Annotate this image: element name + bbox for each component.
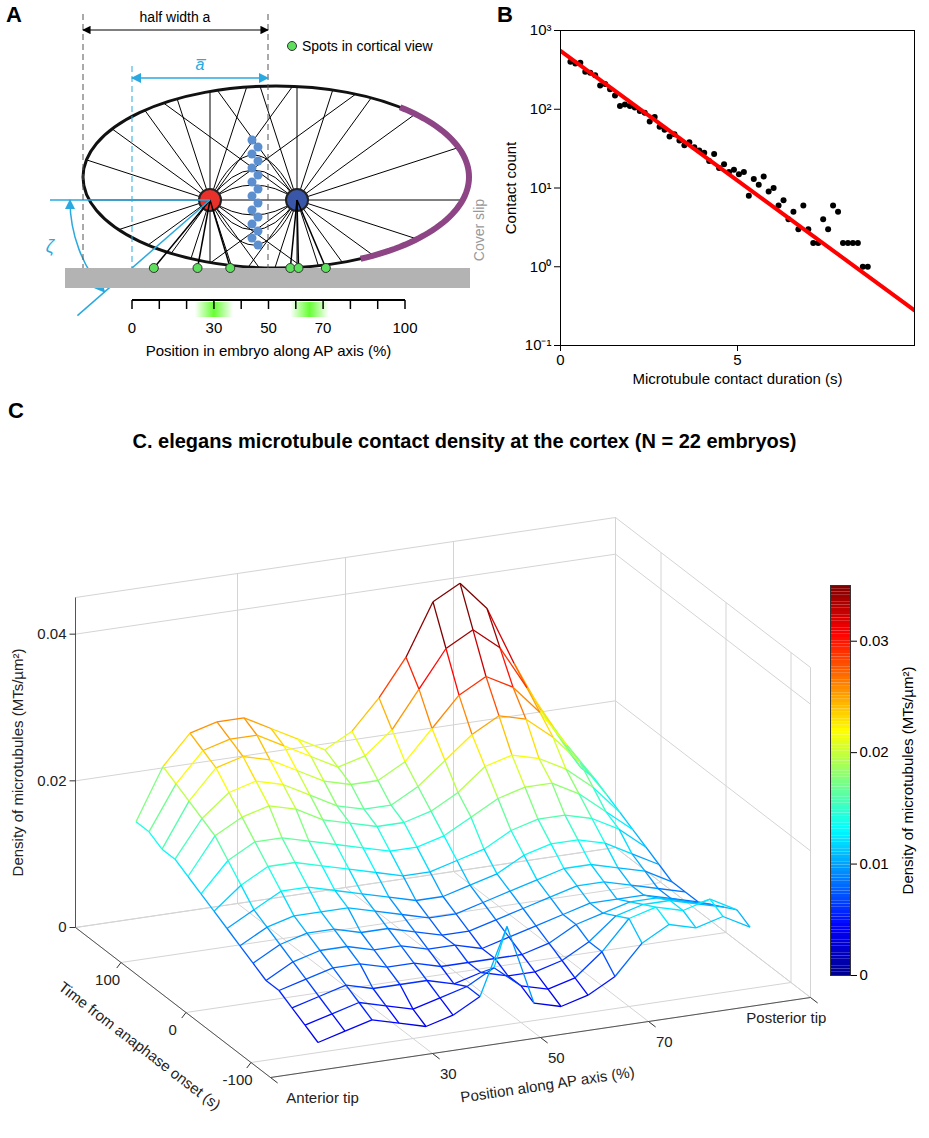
svg-text:a̅: a̅: [196, 56, 207, 73]
svg-text:50: 50: [548, 1048, 565, 1065]
svg-text:Posterior tip: Posterior tip: [746, 1008, 826, 1025]
svg-text:Position along AP axis (%): Position along AP axis (%): [459, 1063, 635, 1106]
svg-text:0.02: 0.02: [860, 743, 889, 760]
svg-text:Cover slip: Cover slip: [471, 199, 487, 261]
svg-text:0: 0: [58, 918, 66, 935]
svg-text:10²: 10²: [530, 100, 552, 117]
svg-text:50: 50: [260, 319, 277, 336]
svg-text:0: 0: [556, 351, 564, 368]
svg-text:Contact count: Contact count: [502, 141, 519, 234]
svg-text:10¹: 10¹: [530, 179, 552, 196]
svg-text:30: 30: [206, 319, 223, 336]
html-text:C: C: [8, 398, 24, 423]
svg-text:100: 100: [95, 971, 120, 988]
svg-text:0: 0: [860, 966, 868, 983]
svg-text:Spots in cortical view: Spots in cortical view: [302, 38, 434, 54]
svg-text:10⁰: 10⁰: [530, 258, 552, 275]
svg-text:Density of microtubules (MTs/µ: Density of microtubules (MTs/µm²): [9, 649, 26, 877]
svg-text:5: 5: [733, 351, 741, 368]
svg-text:0: 0: [128, 319, 136, 336]
svg-text:30: 30: [440, 1064, 457, 1081]
svg-text:70: 70: [656, 1032, 673, 1049]
svg-text:100: 100: [392, 319, 417, 336]
svg-text:Time from anaphase onset (s): Time from anaphase onset (s): [56, 978, 225, 1113]
svg-text:70: 70: [315, 319, 332, 336]
svg-text:Microtubule contact duration (: Microtubule contact duration (s): [632, 370, 842, 387]
html-text:C. elegans microtubule contact: C. elegans microtubule contact density a…: [132, 430, 797, 452]
html-text:B: B: [497, 2, 513, 27]
svg-text:0.04: 0.04: [37, 625, 66, 642]
svg-text:0.03: 0.03: [860, 632, 889, 649]
svg-text:0.01: 0.01: [860, 855, 889, 872]
svg-text:Anterior tip: Anterior tip: [286, 1088, 359, 1105]
svg-text:ζ: ζ: [46, 236, 56, 256]
svg-text:10³: 10³: [530, 21, 552, 38]
svg-text:0: 0: [168, 1021, 176, 1038]
svg-text:half width a: half width a: [140, 9, 211, 25]
svg-text:A: A: [6, 2, 22, 27]
svg-text:-100: -100: [223, 1071, 253, 1088]
svg-text:Position in embryo along AP ax: Position in embryo along AP axis (%): [146, 342, 392, 359]
svg-text:0.02: 0.02: [37, 772, 66, 789]
svg-text:10⁻¹: 10⁻¹: [525, 336, 552, 353]
svg-text:Density of microtubules (MTs/µ: Density of microtubules (MTs/µm²): [899, 667, 916, 895]
